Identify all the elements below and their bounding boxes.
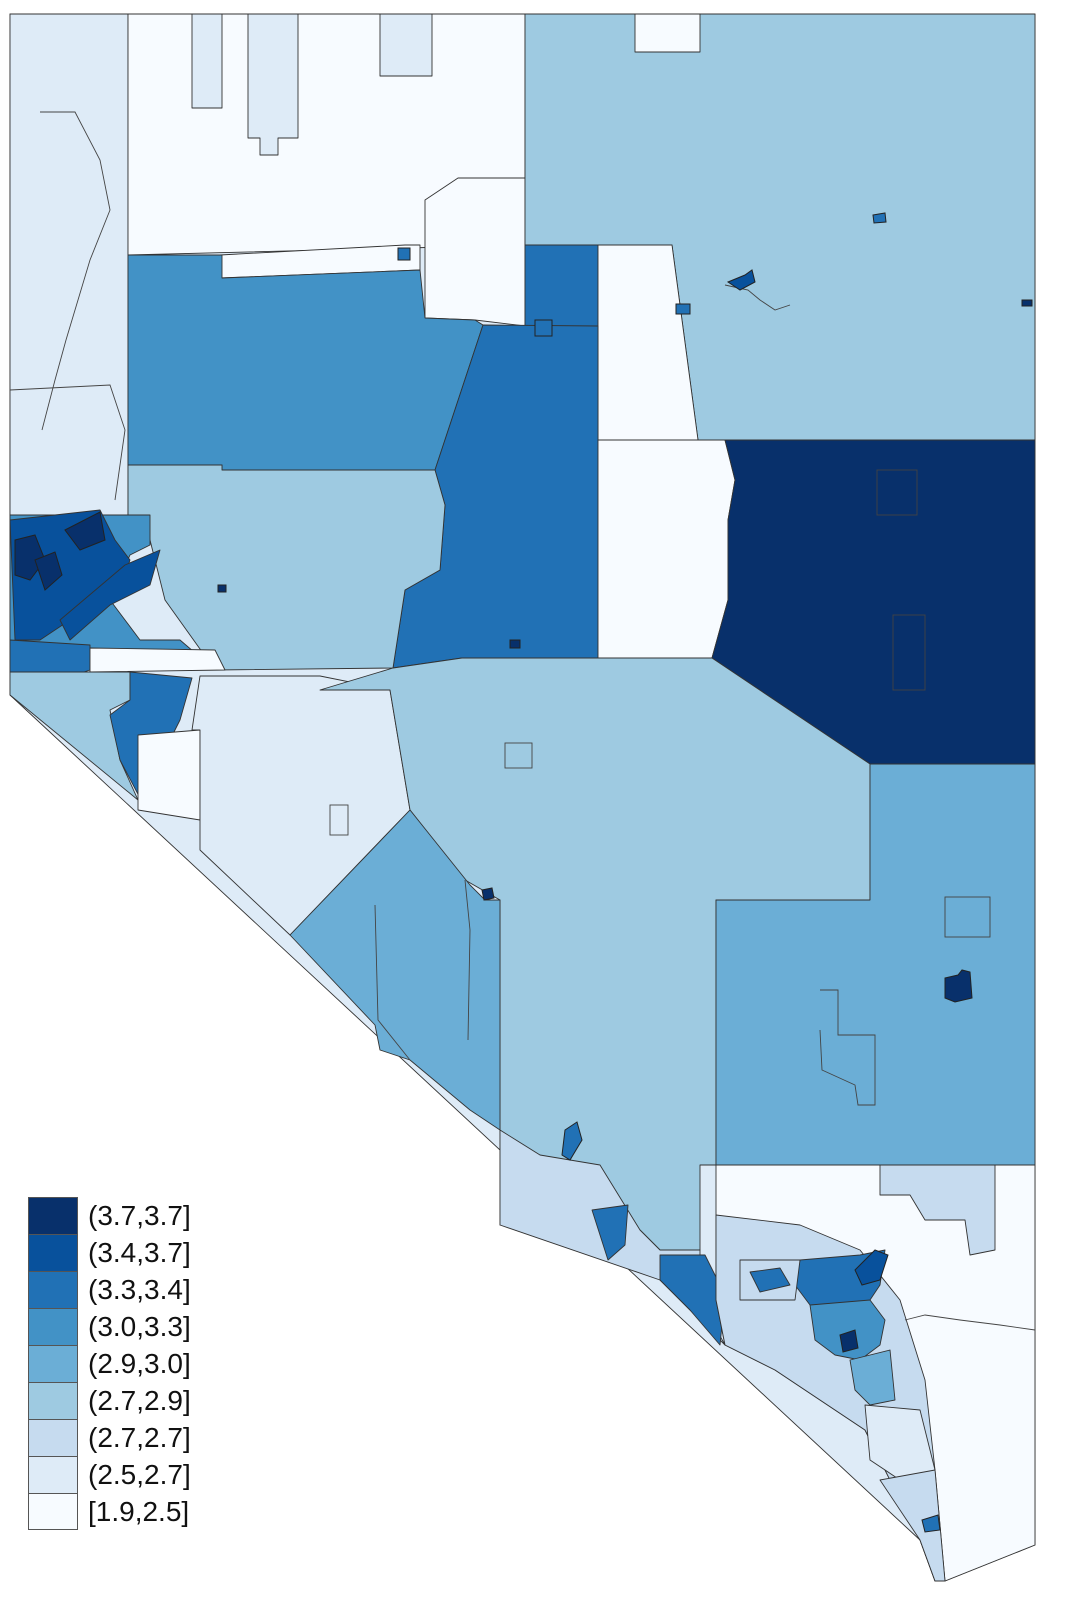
legend-swatch — [28, 1308, 78, 1345]
region-elko-top-pocket — [634, 13, 701, 53]
region-henderson — [849, 1349, 896, 1406]
legend-label: (2.7,2.9] — [88, 1384, 191, 1416]
boundary-lincoln-valley — [819, 989, 876, 1106]
region-pahrump — [659, 1254, 726, 1346]
boundary-nw-river — [40, 111, 111, 431]
region-pahrump-west — [591, 1204, 629, 1261]
pocket-amargosa — [561, 1121, 583, 1161]
legend-item: (2.9,3.0] — [28, 1345, 191, 1382]
pocket-east-edge — [1021, 299, 1033, 307]
pocket-winnemucca-town — [534, 319, 553, 337]
region-sparks — [59, 549, 161, 641]
legend-swatch — [28, 1419, 78, 1456]
legend-item: (2.7,2.7] — [28, 1419, 191, 1456]
legend-item: (3.4,3.7] — [28, 1234, 191, 1271]
region-pyramid-east — [424, 177, 526, 327]
legend-item: (3.3,3.4] — [28, 1271, 191, 1308]
boundary-box-ely — [876, 469, 918, 516]
region-las-vegas-center — [809, 1299, 886, 1361]
region-north-pocket-1 — [191, 13, 223, 109]
legend-swatch — [28, 1456, 78, 1493]
legend-label: (2.5,2.7] — [88, 1458, 191, 1490]
region-lyon-south — [137, 729, 201, 821]
legend-label: (3.0,3.3] — [88, 1310, 191, 1342]
boundary-nye-inner — [464, 879, 471, 1041]
boundary-washoe-inner — [9, 384, 126, 501]
legend: (3.7,3.7] (3.4,3.7] (3.3,3.4] (3.0,3.3] … — [28, 1197, 191, 1530]
legend-label: (2.7,2.7] — [88, 1421, 191, 1453]
legend-swatch — [28, 1345, 78, 1382]
boundary-lake-mead — [904, 1314, 1036, 1331]
legend-swatch — [28, 1271, 78, 1308]
boundary-box-lincoln — [944, 896, 991, 938]
region-north-pocket-3 — [379, 13, 433, 77]
pocket-pioche — [944, 969, 973, 1003]
pocket-reno-mid — [34, 551, 63, 591]
pocket-searchlight — [921, 1514, 941, 1533]
boundary-box-nye — [504, 742, 533, 769]
legend-item: (3.0,3.3] — [28, 1308, 191, 1345]
legend-item: (2.7,2.9] — [28, 1382, 191, 1419]
legend-label: (2.9,3.0] — [88, 1347, 191, 1379]
pocket-hawthorne — [217, 584, 227, 593]
region-winnemucca — [524, 244, 599, 327]
legend-label: (3.4,3.7] — [88, 1236, 191, 1268]
legend-item: (3.7,3.7] — [28, 1197, 191, 1234]
legend-item: [1.9,2.5] — [28, 1493, 191, 1530]
pocket-lv-north — [854, 1249, 889, 1286]
legend-swatch — [28, 1382, 78, 1419]
legend-item: (2.5,2.7] — [28, 1456, 191, 1493]
region-north-pocket-2 — [247, 13, 299, 156]
legend-label: (3.7,3.7] — [88, 1199, 191, 1231]
boundary-box-mineral — [329, 804, 349, 836]
pocket-elko-town — [726, 269, 756, 291]
legend-label: (3.3,3.4] — [88, 1273, 191, 1305]
pocket-carlin — [675, 303, 691, 315]
legend-swatch — [28, 1197, 78, 1234]
boundary-esmeralda-inner — [374, 904, 411, 1061]
region-moapa — [879, 1164, 996, 1256]
pocket-sparks-east — [64, 511, 106, 551]
region-lv-northwest — [749, 1267, 791, 1293]
pocket-austin — [509, 639, 521, 649]
region-laughlin — [879, 1469, 946, 1582]
pocket-lv-east — [839, 1329, 859, 1353]
region-eureka — [597, 439, 736, 659]
region-carson-band — [89, 647, 226, 673]
legend-swatch — [28, 1234, 78, 1271]
legend-label: [1.9,2.5] — [88, 1495, 190, 1527]
legend-swatch — [28, 1493, 78, 1530]
boundary-box-ely-south — [892, 614, 926, 691]
pocket-tonopah — [481, 887, 495, 901]
region-nw-strip — [9, 13, 129, 516]
pocket-lovelock — [397, 247, 411, 261]
pocket-wells — [872, 212, 887, 224]
